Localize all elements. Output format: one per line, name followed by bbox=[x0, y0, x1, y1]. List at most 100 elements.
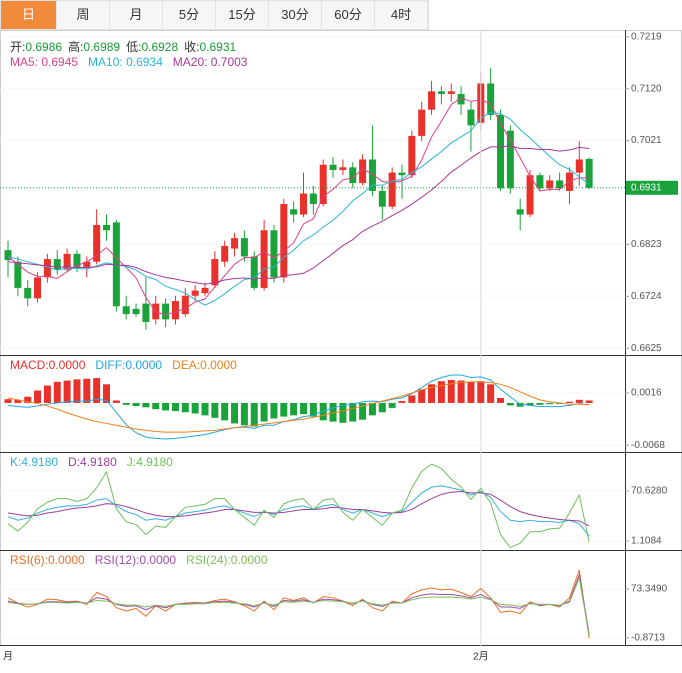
y-tick-label: 0.7120 bbox=[631, 83, 662, 94]
period-tabs: 日周月 5分 15分 30分 60分 4时 bbox=[0, 0, 429, 30]
tab[interactable]: 30分 bbox=[269, 1, 322, 29]
candle-body bbox=[24, 287, 32, 299]
macd-bar bbox=[191, 402, 199, 414]
candle-body bbox=[506, 130, 514, 189]
candle-body bbox=[428, 91, 436, 110]
legend-item: MA20: 0.7003 bbox=[173, 55, 248, 69]
candle-body bbox=[487, 83, 495, 115]
candle-body bbox=[575, 159, 583, 173]
quote-label: 高: bbox=[68, 39, 83, 54]
tab[interactable]: 周 bbox=[57, 1, 110, 29]
macd-bar bbox=[309, 402, 317, 417]
candle-body bbox=[467, 109, 475, 126]
indicator-line bbox=[7, 485, 590, 537]
candle-body bbox=[437, 91, 445, 94]
candle-body bbox=[171, 301, 179, 320]
tab[interactable]: 4时 bbox=[375, 1, 428, 29]
macd-bar bbox=[112, 400, 120, 403]
candle-body bbox=[221, 245, 229, 262]
macd-bar bbox=[201, 402, 209, 416]
macd-bar bbox=[319, 402, 327, 421]
legend-item: MA5: 0.6945 bbox=[10, 55, 78, 69]
tab[interactable]: 日 bbox=[1, 1, 57, 29]
y-tick-label: 0.7021 bbox=[631, 135, 662, 146]
candle-body bbox=[585, 158, 593, 188]
quote-item: 低:0.6928 bbox=[126, 40, 178, 54]
macd-bar bbox=[122, 402, 130, 405]
indicator-line bbox=[7, 576, 590, 637]
candle-body bbox=[132, 308, 140, 315]
x-tick-label: 2月 bbox=[473, 651, 489, 663]
macd-bar bbox=[231, 402, 239, 424]
macd-bar bbox=[516, 402, 524, 407]
legend-item: DIFF:0.0000 bbox=[95, 358, 162, 372]
candle-body bbox=[53, 259, 61, 270]
macd-bar bbox=[418, 389, 426, 403]
macd-bar bbox=[428, 384, 436, 403]
candle-body bbox=[240, 238, 248, 257]
candle-body bbox=[447, 91, 455, 94]
indicator-line bbox=[7, 97, 590, 316]
tab[interactable]: 15分 bbox=[216, 1, 269, 29]
candle-body bbox=[526, 175, 534, 215]
macd-bar bbox=[260, 402, 268, 422]
legend-item: MACD:0.0000 bbox=[10, 358, 86, 372]
candle-body bbox=[280, 204, 288, 278]
candle-body bbox=[231, 238, 239, 249]
candle-body bbox=[339, 167, 347, 170]
indicator-line bbox=[7, 463, 590, 549]
macd-bar bbox=[536, 402, 544, 405]
macd-bar bbox=[93, 378, 101, 403]
y-tick-label: -0.0068 bbox=[631, 440, 665, 451]
tab[interactable]: 月 bbox=[110, 1, 163, 29]
indicator-line bbox=[7, 490, 590, 527]
macd-bar bbox=[565, 401, 573, 403]
macd-bar bbox=[497, 397, 504, 403]
macd-bar bbox=[24, 396, 32, 403]
macd-bar bbox=[270, 402, 278, 419]
candle-body bbox=[83, 261, 91, 267]
macd-bar bbox=[132, 402, 140, 407]
indicator-line bbox=[7, 145, 590, 285]
macd-bar bbox=[506, 402, 514, 406]
candle-body bbox=[191, 290, 199, 296]
macd-bar bbox=[181, 402, 189, 413]
macd-bar bbox=[388, 402, 396, 408]
macd-bar bbox=[152, 402, 160, 410]
quote-value: 0.6989 bbox=[83, 40, 120, 54]
candle-body bbox=[565, 172, 573, 191]
macd-bar bbox=[250, 402, 258, 427]
macd-bar bbox=[467, 381, 475, 403]
candle-body bbox=[250, 256, 258, 288]
macd-bar bbox=[53, 381, 61, 403]
y-tick-label: 70.6280 bbox=[631, 486, 668, 497]
legend-item: MA10: 0.6934 bbox=[88, 55, 163, 69]
macd-bar bbox=[300, 402, 307, 415]
candle-body bbox=[201, 287, 209, 294]
x-tick-label: 月 bbox=[3, 651, 13, 663]
candle-body bbox=[103, 225, 110, 231]
macd-bar bbox=[142, 402, 150, 408]
candle-body bbox=[290, 209, 298, 215]
quote-item: 开:0.6986 bbox=[10, 40, 62, 54]
macd-bar bbox=[329, 402, 337, 422]
candle-body bbox=[516, 209, 524, 215]
legend-item: K:4.9180 bbox=[10, 455, 58, 469]
candle-body bbox=[73, 253, 81, 267]
tab[interactable]: 5分 bbox=[163, 1, 216, 29]
legend-item: RSI(12):0.0000 bbox=[95, 553, 177, 567]
macd-bar bbox=[221, 402, 229, 421]
candle-body bbox=[457, 93, 465, 105]
macd-bar bbox=[83, 378, 91, 403]
candle-body bbox=[398, 172, 406, 176]
tab[interactable]: 60分 bbox=[322, 1, 375, 29]
indicator-line bbox=[7, 381, 590, 433]
quote-value: 0.6928 bbox=[141, 40, 178, 54]
macd-bar bbox=[171, 402, 179, 412]
quote-item: 高:0.6989 bbox=[68, 39, 120, 54]
candle-body bbox=[4, 250, 12, 261]
candle-body bbox=[63, 253, 71, 270]
indicator-line bbox=[7, 111, 590, 306]
